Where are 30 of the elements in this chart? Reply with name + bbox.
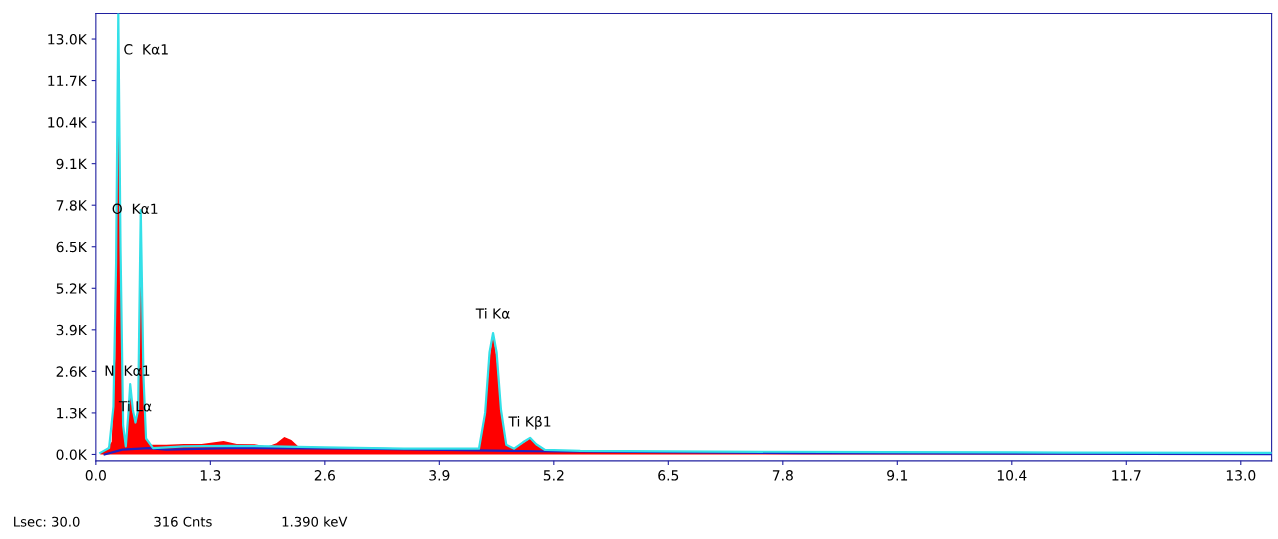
text: Lsec: 30.0: [14, 516, 80, 527]
y-tick-label: 0.0K: [56, 449, 88, 460]
annotation: Ti Kα: [475, 308, 510, 319]
x-tick-label: 2.6: [314, 470, 336, 481]
x-tick-label: 9.1: [887, 470, 908, 481]
y-tick-label: 10.4K: [48, 117, 88, 128]
x-tick-label: 7.8: [772, 470, 793, 481]
x-tick-label: 13.0: [1226, 470, 1256, 481]
y-tick-label: 7.8K: [56, 200, 88, 211]
annotation: C Kα1: [124, 44, 168, 55]
x-tick-label: 6.5: [658, 470, 679, 481]
y-tick-label: 3.9K: [56, 324, 88, 336]
annotation: Ti Lα: [118, 400, 152, 412]
text: 316 Cnts: [154, 516, 212, 527]
annotation: Ti Kβ1: [508, 415, 551, 430]
x-tick-label: 1.3: [200, 470, 221, 481]
y-tick-label: 5.2K: [56, 283, 88, 294]
y-tick-label: 2.6K: [56, 366, 88, 377]
x-tick-label: 5.2: [543, 470, 564, 481]
y-tick-label: 9.1K: [56, 158, 88, 170]
y-tick-label: 6.5K: [56, 241, 88, 253]
x-tick-label: 3.9: [429, 470, 450, 481]
text: 1.390 keV: [282, 516, 348, 527]
x-tick-label: 10.4: [997, 470, 1027, 481]
x-tick-label: 0.0: [85, 470, 106, 481]
line-series: [103, 446, 1272, 456]
y-tick-label: 1.3K: [57, 407, 88, 419]
x-tick-label: 11.7: [1112, 470, 1141, 481]
y-tick-label: 13.0K: [48, 34, 88, 45]
y-tick-label: 11.7K: [48, 75, 88, 86]
